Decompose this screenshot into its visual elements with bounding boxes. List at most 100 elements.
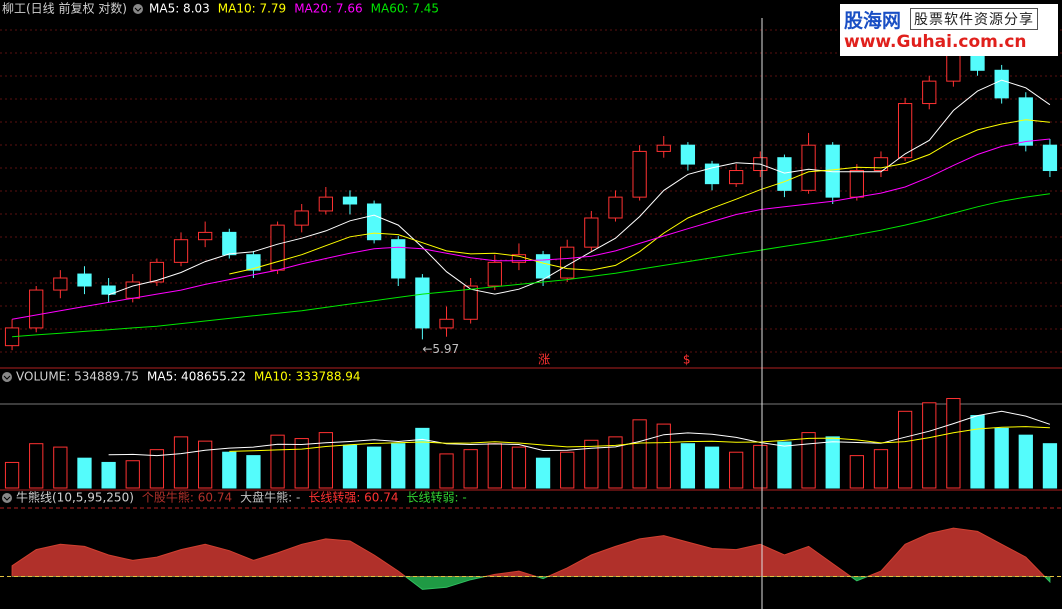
pane-menu-icon <box>2 372 12 382</box>
volume-bar <box>439 453 454 489</box>
volume-bar <box>560 451 575 489</box>
candle-body <box>777 157 792 191</box>
watermark-site: 股海网 <box>844 10 902 32</box>
volume-bar <box>294 438 309 489</box>
legend-entry: MA10: 7.79 <box>218 2 286 16</box>
legend-entry: 长线转弱: - <box>407 490 467 505</box>
volume-bar <box>101 461 116 489</box>
legend-entry: VOLUME: 534889.75 <box>16 370 139 384</box>
legend-entry: 大盘牛熊: - <box>240 490 300 505</box>
candle-body <box>849 170 864 198</box>
candle-body <box>897 103 913 159</box>
candle-body <box>294 210 309 226</box>
candle-body <box>994 69 1009 99</box>
candle-body <box>584 217 599 248</box>
legend-entry: MA5: 8.03 <box>149 2 210 16</box>
volume-bar <box>53 446 68 489</box>
volume-bar <box>318 432 333 489</box>
legend-entry: MA20: 7.66 <box>294 2 362 16</box>
watermark-url: www.Guhai.com.cn <box>844 32 1027 52</box>
area-negative <box>11 576 1051 590</box>
volume-bar <box>173 436 189 489</box>
candle-body <box>439 318 454 329</box>
candle-body <box>149 261 165 283</box>
volume-bar <box>608 436 623 489</box>
candle-body <box>391 239 406 279</box>
volume-bar <box>656 423 671 489</box>
legend-entry: 长线转强: 60.74 <box>308 490 398 505</box>
candle-body <box>1042 144 1058 172</box>
candle-body <box>463 285 478 320</box>
ma-line <box>229 426 1050 452</box>
ma-line <box>108 79 1051 296</box>
candle-body <box>608 196 623 219</box>
volume-bar <box>801 432 816 489</box>
volume-bar <box>511 446 527 489</box>
ma-line <box>229 119 1050 275</box>
volume-bar <box>970 415 985 489</box>
volume-bar <box>149 449 165 489</box>
volume-bar <box>825 436 840 489</box>
candle-body <box>4 327 20 347</box>
candle-body <box>173 239 189 263</box>
candle-body <box>656 144 671 152</box>
volume-bar <box>366 446 382 489</box>
candle-body <box>632 150 647 198</box>
volume-bar <box>29 443 44 489</box>
candle-body <box>222 231 237 256</box>
volume-bar <box>535 457 551 489</box>
pane-title: 牛熊线(10,5,95,250) <box>16 490 134 505</box>
candle-body <box>801 144 816 191</box>
volume-bar <box>1018 434 1033 489</box>
volume-bar <box>946 398 961 489</box>
pane-menu-icon <box>133 4 143 14</box>
volume-bar <box>415 427 430 489</box>
volume-bar <box>849 455 864 489</box>
volume-bar <box>198 440 213 489</box>
candle-body <box>729 170 744 185</box>
candle-body <box>560 246 575 279</box>
watermark-slogan: 股票软件资源分享 <box>910 8 1038 30</box>
watermark: 股海网 股票软件资源分享 www.Guhai.com.cn <box>840 4 1058 56</box>
candle-body <box>318 196 333 212</box>
candle-body <box>101 285 116 295</box>
candle-body <box>922 80 937 105</box>
candle-body <box>1018 97 1033 146</box>
annotation: ←5.97 <box>422 342 459 356</box>
volume-bar <box>246 455 261 489</box>
volume-bar <box>222 451 237 489</box>
volume-bar <box>1042 443 1058 489</box>
candle-body <box>77 273 92 287</box>
volume-bar <box>270 434 285 489</box>
volume-bar <box>584 439 599 489</box>
volume-bar <box>729 451 744 489</box>
candle-body <box>198 231 213 241</box>
candle-body <box>366 203 382 241</box>
volume-bar <box>704 446 720 489</box>
annotation: 涨 <box>538 352 550 367</box>
pane-menu-icon <box>2 493 12 503</box>
volume-bar <box>487 443 502 489</box>
volume-bar <box>922 402 937 489</box>
pane-menu-arrow <box>3 375 11 380</box>
legend-entry: 个股牛熊: 60.74 <box>142 490 232 505</box>
candle-body <box>29 289 44 329</box>
candle-body <box>53 277 68 291</box>
pane-menu-arrow <box>134 7 142 12</box>
area-positive <box>11 527 1051 577</box>
volume-bar <box>777 441 792 489</box>
candle-body <box>680 144 696 165</box>
volume-bar <box>4 461 20 489</box>
volume-bar <box>994 427 1009 489</box>
volume-bar <box>632 419 647 489</box>
volume-bar <box>77 457 92 489</box>
ma-line <box>108 410 1051 457</box>
volume-bar <box>680 443 696 489</box>
volume-bar <box>342 444 358 489</box>
volume-bar <box>391 443 406 489</box>
legend-entry: MA10: 333788.94 <box>254 370 361 384</box>
ma-line <box>12 138 1050 320</box>
candle-body <box>535 254 551 279</box>
